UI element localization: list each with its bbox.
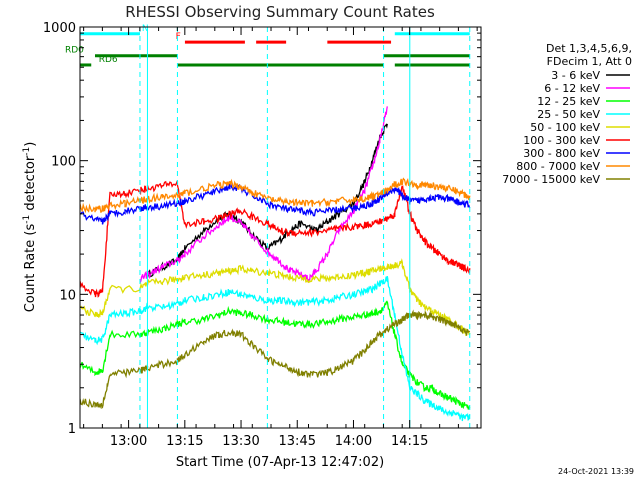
legend-label: 12 - 25 keV <box>537 95 600 108</box>
legend-label: 800 - 7000 keV <box>516 160 600 173</box>
series-line-1 <box>146 123 388 278</box>
series-line-4 <box>80 275 471 422</box>
series-line-8 <box>80 177 471 214</box>
plot-frame <box>79 26 482 429</box>
legend-label: 100 - 300 keV <box>523 134 600 147</box>
vertical-markers <box>139 27 471 428</box>
legend-label: 300 - 800 keV <box>523 147 600 160</box>
y-axis-label-part: -1 <box>22 215 32 224</box>
series-lines <box>80 106 471 422</box>
x-axis-label: Start Time (07-Apr-13 12:47:02) <box>176 455 384 470</box>
legend-header: Det 1,3,4,5,6,9, <box>546 42 632 55</box>
x-tick-label: 13:30 <box>222 434 259 449</box>
y-axis-label-part: ) <box>23 142 38 147</box>
y-axis-label-part: Count Rate (s <box>23 224 38 313</box>
axis-ticks: 13:00 14:15 13:15 13:30 13:45 14:00 1 10 100 1000 <box>43 21 481 449</box>
y-axis-label: Count Rate (s-1 detector-1) <box>22 142 38 313</box>
x-tick-label: 13:00 <box>110 434 147 449</box>
legend-label: 7000 - 15000 keV <box>502 173 600 186</box>
legend-header: FDecim 1, Att 0 <box>547 55 632 68</box>
y-tick-label: 1000 <box>43 21 76 36</box>
series-line-5 <box>80 258 471 337</box>
y-tick-label: 10 <box>59 288 76 303</box>
series-line-6 <box>80 180 471 298</box>
y-tick-label: 100 <box>51 155 76 170</box>
flag-bars: N F RD0 RD6 <box>65 24 470 67</box>
flag-label-f: F <box>176 32 181 42</box>
flag-label-n: N <box>142 24 149 34</box>
legend-label: 6 - 12 keV <box>544 82 600 95</box>
y-tick-label: 1 <box>68 422 76 437</box>
flag-label-rd0: RD0 <box>65 46 84 56</box>
series-line-3 <box>80 300 471 410</box>
legend: Det 1,3,4,5,6,9,FDecim 1, Att 03 - 6 keV… <box>502 42 632 186</box>
chart-title: RHESSI Observing Summary Count Rates <box>125 3 435 21</box>
y-axis-label-part: detector <box>23 155 38 215</box>
timestamp-footer: 24-Oct-2021 13:39 <box>558 467 634 476</box>
flag-label-rd6: RD6 <box>99 55 118 65</box>
legend-label: 25 - 50 keV <box>537 108 600 121</box>
x-tick-label: 14:15 <box>391 434 428 449</box>
legend-label: 3 - 6 keV <box>551 69 600 82</box>
x-tick-label: 13:15 <box>166 434 203 449</box>
x-tick-label: 14:00 <box>335 434 372 449</box>
legend-label: 50 - 100 keV <box>530 121 600 134</box>
series-line-7 <box>80 182 471 225</box>
x-tick-label: 13:45 <box>279 434 316 449</box>
series-line-9 <box>80 309 471 410</box>
y-axis-label-part: -1 <box>22 147 32 156</box>
